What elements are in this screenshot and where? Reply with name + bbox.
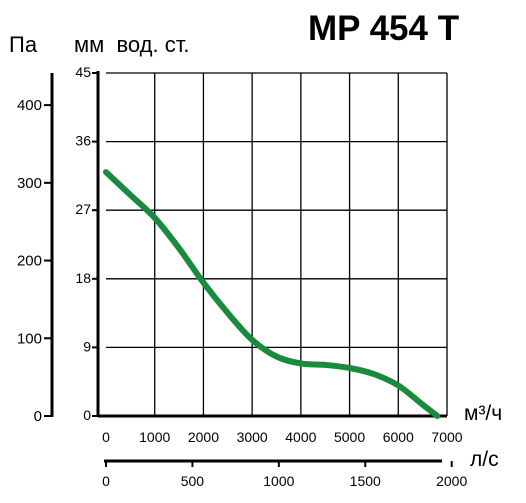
pa-unit-label: Па [9, 32, 38, 57]
m3h-unit-label: м³/ч [464, 402, 502, 425]
ls-tick-label: 0 [102, 473, 110, 489]
pa-tick-label: 400 [17, 97, 42, 114]
fan-curve-line [103, 169, 441, 419]
ls-tick-label: 1000 [263, 473, 294, 489]
mm-unit-label: мм вод. ст. [74, 32, 189, 57]
pa-tick-label: 300 [17, 175, 42, 192]
m3h-tick-label: 6000 [383, 429, 414, 445]
pa-tick-label: 0 [34, 408, 42, 425]
m3h-tick-label: 3000 [237, 429, 268, 445]
mm-tick-label: 45 [75, 64, 91, 80]
mm-tick-label: 36 [75, 133, 91, 149]
ls-tick-label: 2000 [436, 473, 467, 489]
m3h-tick-label: 4000 [285, 429, 316, 445]
m3h-tick-label: 2000 [188, 429, 219, 445]
m3h-tick-label: 0 [102, 429, 110, 445]
ls-unit-label: л/с [470, 448, 499, 471]
chart-title: MP 454 T [308, 9, 459, 48]
mm-tick-label: 0 [83, 407, 91, 423]
ls-tick-label: 1500 [350, 473, 381, 489]
axes [44, 71, 453, 467]
m3h-tick-label: 1000 [139, 429, 170, 445]
m3h-tick-label: 5000 [334, 429, 365, 445]
ls-tick-label: 500 [181, 473, 205, 489]
mm-tick-label: 27 [75, 201, 91, 217]
mm-tick-label: 9 [83, 338, 91, 354]
pa-tick-label: 200 [17, 253, 42, 270]
mm-tick-label: 18 [75, 270, 91, 286]
grid [106, 72, 448, 416]
pa-tick-label: 100 [17, 330, 42, 347]
m3h-tick-label: 7000 [431, 429, 462, 445]
